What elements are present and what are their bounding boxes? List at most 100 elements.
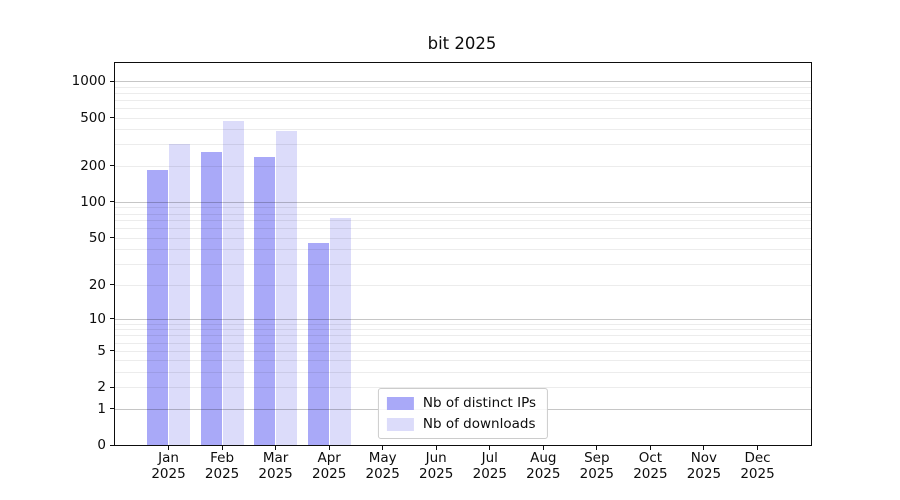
legend-swatch-nb-of-downloads <box>386 417 414 431</box>
minor-gridline-50 <box>115 237 811 239</box>
y-tick-50 <box>110 237 114 239</box>
minor-gridline-5 <box>115 350 811 352</box>
x-tick-month: May <box>368 450 397 466</box>
minor-gridline-6 <box>115 342 811 344</box>
x-tick-dec <box>757 446 758 450</box>
legend-row-nb-of-downloads: Nb of downloads <box>386 416 536 432</box>
x-tick-month: Mar <box>262 450 289 466</box>
y-tick-2 <box>110 386 114 388</box>
x-tick-year: 2025 <box>579 465 614 482</box>
x-tick-year: 2025 <box>633 465 668 482</box>
y-tick-label-500: 500 <box>80 109 106 126</box>
x-tick-month: Sep <box>584 450 610 466</box>
minor-gridline-80 <box>115 213 811 215</box>
x-tick-year: 2025 <box>258 465 293 482</box>
y-tick-0 <box>110 444 114 446</box>
x-tick-year: 2025 <box>312 465 347 482</box>
x-tick-jun <box>435 446 437 450</box>
plot-area: 0 1 2 5 10 20 50 100 200 500 1000 Jan 2025 Feb 2025 Mar… <box>72 62 812 481</box>
bar-nb-of-distinct-ips-feb <box>200 151 222 445</box>
x-tick-year: 2025 <box>365 465 400 482</box>
x-tick-label-jun: Jun 2025 <box>404 450 468 482</box>
x-tick-month: Jan <box>158 450 179 466</box>
legend-row-nb-of-distinct-ips: Nb of distinct IPs <box>386 395 537 411</box>
minor-gridline-500 <box>115 117 811 119</box>
major-gridline-1000 <box>115 81 811 82</box>
x-tick-apr <box>328 446 330 450</box>
y-tick-label-2: 2 <box>97 379 106 396</box>
minor-gridline-90 <box>115 207 811 209</box>
x-tick-label-oct: Oct 2025 <box>618 450 682 482</box>
y-tick-10 <box>110 318 114 320</box>
x-tick-year: 2025 <box>419 465 454 482</box>
x-tick-label-dec: Dec 2025 <box>726 450 790 482</box>
x-tick-year: 2025 <box>686 465 722 482</box>
y-tick-1000 <box>110 80 114 82</box>
y-tick-200 <box>110 165 114 167</box>
x-tick-label-jul: Jul 2025 <box>458 450 522 482</box>
x-tick-year: 2025 <box>740 465 775 482</box>
x-tick-year: 2025 <box>204 465 240 482</box>
y-tick-1 <box>110 408 114 409</box>
y-tick-20 <box>110 284 114 286</box>
x-tick-oct <box>649 446 651 450</box>
minor-gridline-200 <box>115 165 811 167</box>
y-tick-5 <box>110 350 114 352</box>
x-tick-month: Jun <box>425 450 447 466</box>
y-tick-label-10: 10 <box>88 310 106 327</box>
legend: Nb of distinct IPs Nb of downloads <box>377 388 549 439</box>
minor-gridline-9 <box>115 323 811 325</box>
y-tick-label-20: 20 <box>88 276 106 293</box>
x-tick-label-apr: Apr 2025 <box>297 450 361 482</box>
x-tick-nov <box>703 446 705 450</box>
x-tick-feb <box>221 446 223 450</box>
x-tick-month: Feb <box>210 450 235 466</box>
x-tick-label-may: May 2025 <box>351 450 415 482</box>
y-tick-label-200: 200 <box>80 157 106 174</box>
y-tick-label-1000: 1000 <box>71 73 106 89</box>
x-tick-month: Jul <box>481 450 498 466</box>
major-gridline-100 <box>115 201 811 203</box>
bar-nb-of-distinct-ips-jan <box>147 170 168 445</box>
x-tick-label-aug: Aug 2025 <box>511 450 575 482</box>
minor-gridline-300 <box>115 144 811 146</box>
x-tick-label-nov: Nov 2025 <box>672 450 736 482</box>
major-gridline-10 <box>115 318 811 320</box>
x-tick-label-mar: Mar 2025 <box>244 450 308 482</box>
bar-nb-of-downloads-jan <box>169 144 190 445</box>
x-tick-jul <box>489 446 491 450</box>
x-tick-aug <box>542 446 544 450</box>
y-tick-500 <box>110 117 114 118</box>
x-tick-label-sep: Sep 2025 <box>565 450 629 482</box>
minor-gridline-2 <box>115 387 811 389</box>
legend-swatch-nb-of-distinct-ips <box>386 396 414 410</box>
x-tick-year: 2025 <box>472 465 507 482</box>
x-tick-jan <box>168 446 169 450</box>
x-tick-label-feb: Feb 2025 <box>190 450 254 482</box>
minor-gridline-8 <box>115 329 811 331</box>
x-tick-sep <box>596 446 598 450</box>
y-tick-label-5: 5 <box>97 342 106 359</box>
minor-gridline-70 <box>115 220 811 222</box>
minor-gridline-600 <box>115 107 811 109</box>
x-tick-month: Dec <box>744 450 771 466</box>
bar-nb-of-distinct-ips-apr <box>307 243 329 445</box>
minor-gridline-30 <box>115 264 811 266</box>
minor-gridline-900 <box>115 86 811 88</box>
bar-nb-of-downloads-apr <box>329 218 351 445</box>
minor-gridline-20 <box>115 284 811 286</box>
y-tick-label-1: 1 <box>97 400 106 417</box>
minor-gridline-700 <box>115 99 811 101</box>
minor-gridline-800 <box>115 92 811 94</box>
x-tick-mar <box>275 446 277 450</box>
x-tick-month: Apr <box>317 450 341 466</box>
minor-gridline-400 <box>115 129 811 131</box>
minor-gridline-3 <box>115 372 811 373</box>
x-tick-month: Oct <box>638 450 663 466</box>
axes-ticks-layer: 0 1 2 5 10 20 50 100 200 500 1000 Jan 2025 Feb 2025 Mar… <box>72 63 811 481</box>
legend-label-nb-of-distinct-ips: Nb of distinct IPs <box>422 395 537 411</box>
x-tick-year: 2025 <box>151 465 186 482</box>
minor-gridline-40 <box>115 249 811 251</box>
y-tick-label-50: 50 <box>88 229 106 246</box>
